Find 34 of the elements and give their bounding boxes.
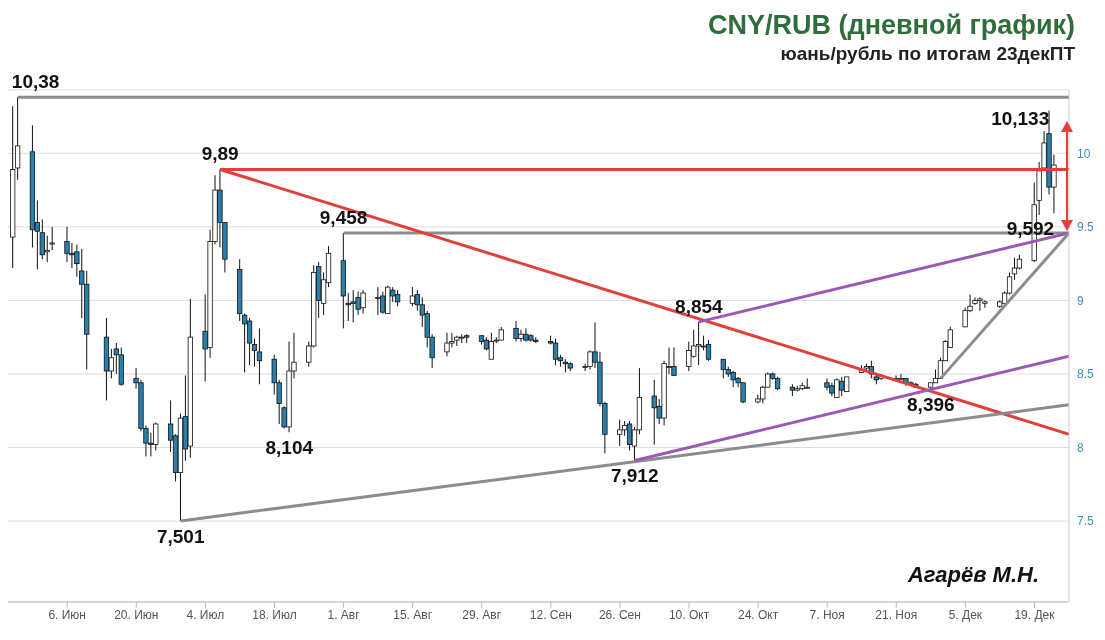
x-tick-label: 19. Дек — [1014, 607, 1056, 622]
x-tick-label: 24. Окт — [737, 607, 779, 622]
annotation: 8,854 — [675, 295, 724, 317]
x-tick-label: 26. Сен — [598, 607, 641, 622]
y-tick-label: 8.5 — [1077, 367, 1095, 382]
annotation: Агарёв М.Н. — [907, 562, 1039, 588]
x-tick-label: 21. Ноя — [875, 607, 918, 622]
y-tick-label: 7.5 — [1077, 514, 1095, 529]
annotation: 9,89 — [201, 143, 239, 165]
x-tick-label: 20. Июн — [114, 607, 159, 622]
y-tick-label: 9 — [1077, 293, 1084, 308]
y-tick-label: 10 — [1077, 146, 1091, 161]
x-tick-label: 15. Авг — [393, 607, 433, 622]
annotation: 9,458 — [319, 207, 368, 229]
x-tick-label: 10. Окт — [668, 607, 710, 622]
annotation: 7,912 — [610, 465, 659, 487]
x-tick-label: 4. Июл — [186, 607, 225, 622]
y-tick-label: 8 — [1077, 440, 1084, 455]
x-tick-label: 12. Сен — [529, 607, 572, 622]
x-tick-label: 6. Июн — [48, 607, 87, 622]
x-tick-label: 29. Авг — [462, 607, 502, 622]
annotation: 8,104 — [265, 437, 314, 459]
x-tick-label: 5. Дек — [948, 607, 983, 622]
annotation: 10,38 — [11, 71, 60, 93]
annotation: 9,592 — [1006, 218, 1055, 240]
chart-title: CNY/RUB (дневной график) — [708, 10, 1075, 41]
y-tick-label: 9.5 — [1077, 220, 1095, 235]
x-tick-label: 18. Июл — [252, 607, 297, 622]
annotation: 8,396 — [907, 394, 955, 416]
annotation: 7,501 — [156, 525, 205, 547]
x-tick-label: 7. Ноя — [809, 607, 845, 622]
chart-subtitle: юань/рубль по итогам 23декПТ — [779, 43, 1075, 65]
annotation: 10,133 — [991, 107, 1050, 129]
x-tick-label: 1. Авг — [327, 607, 361, 622]
